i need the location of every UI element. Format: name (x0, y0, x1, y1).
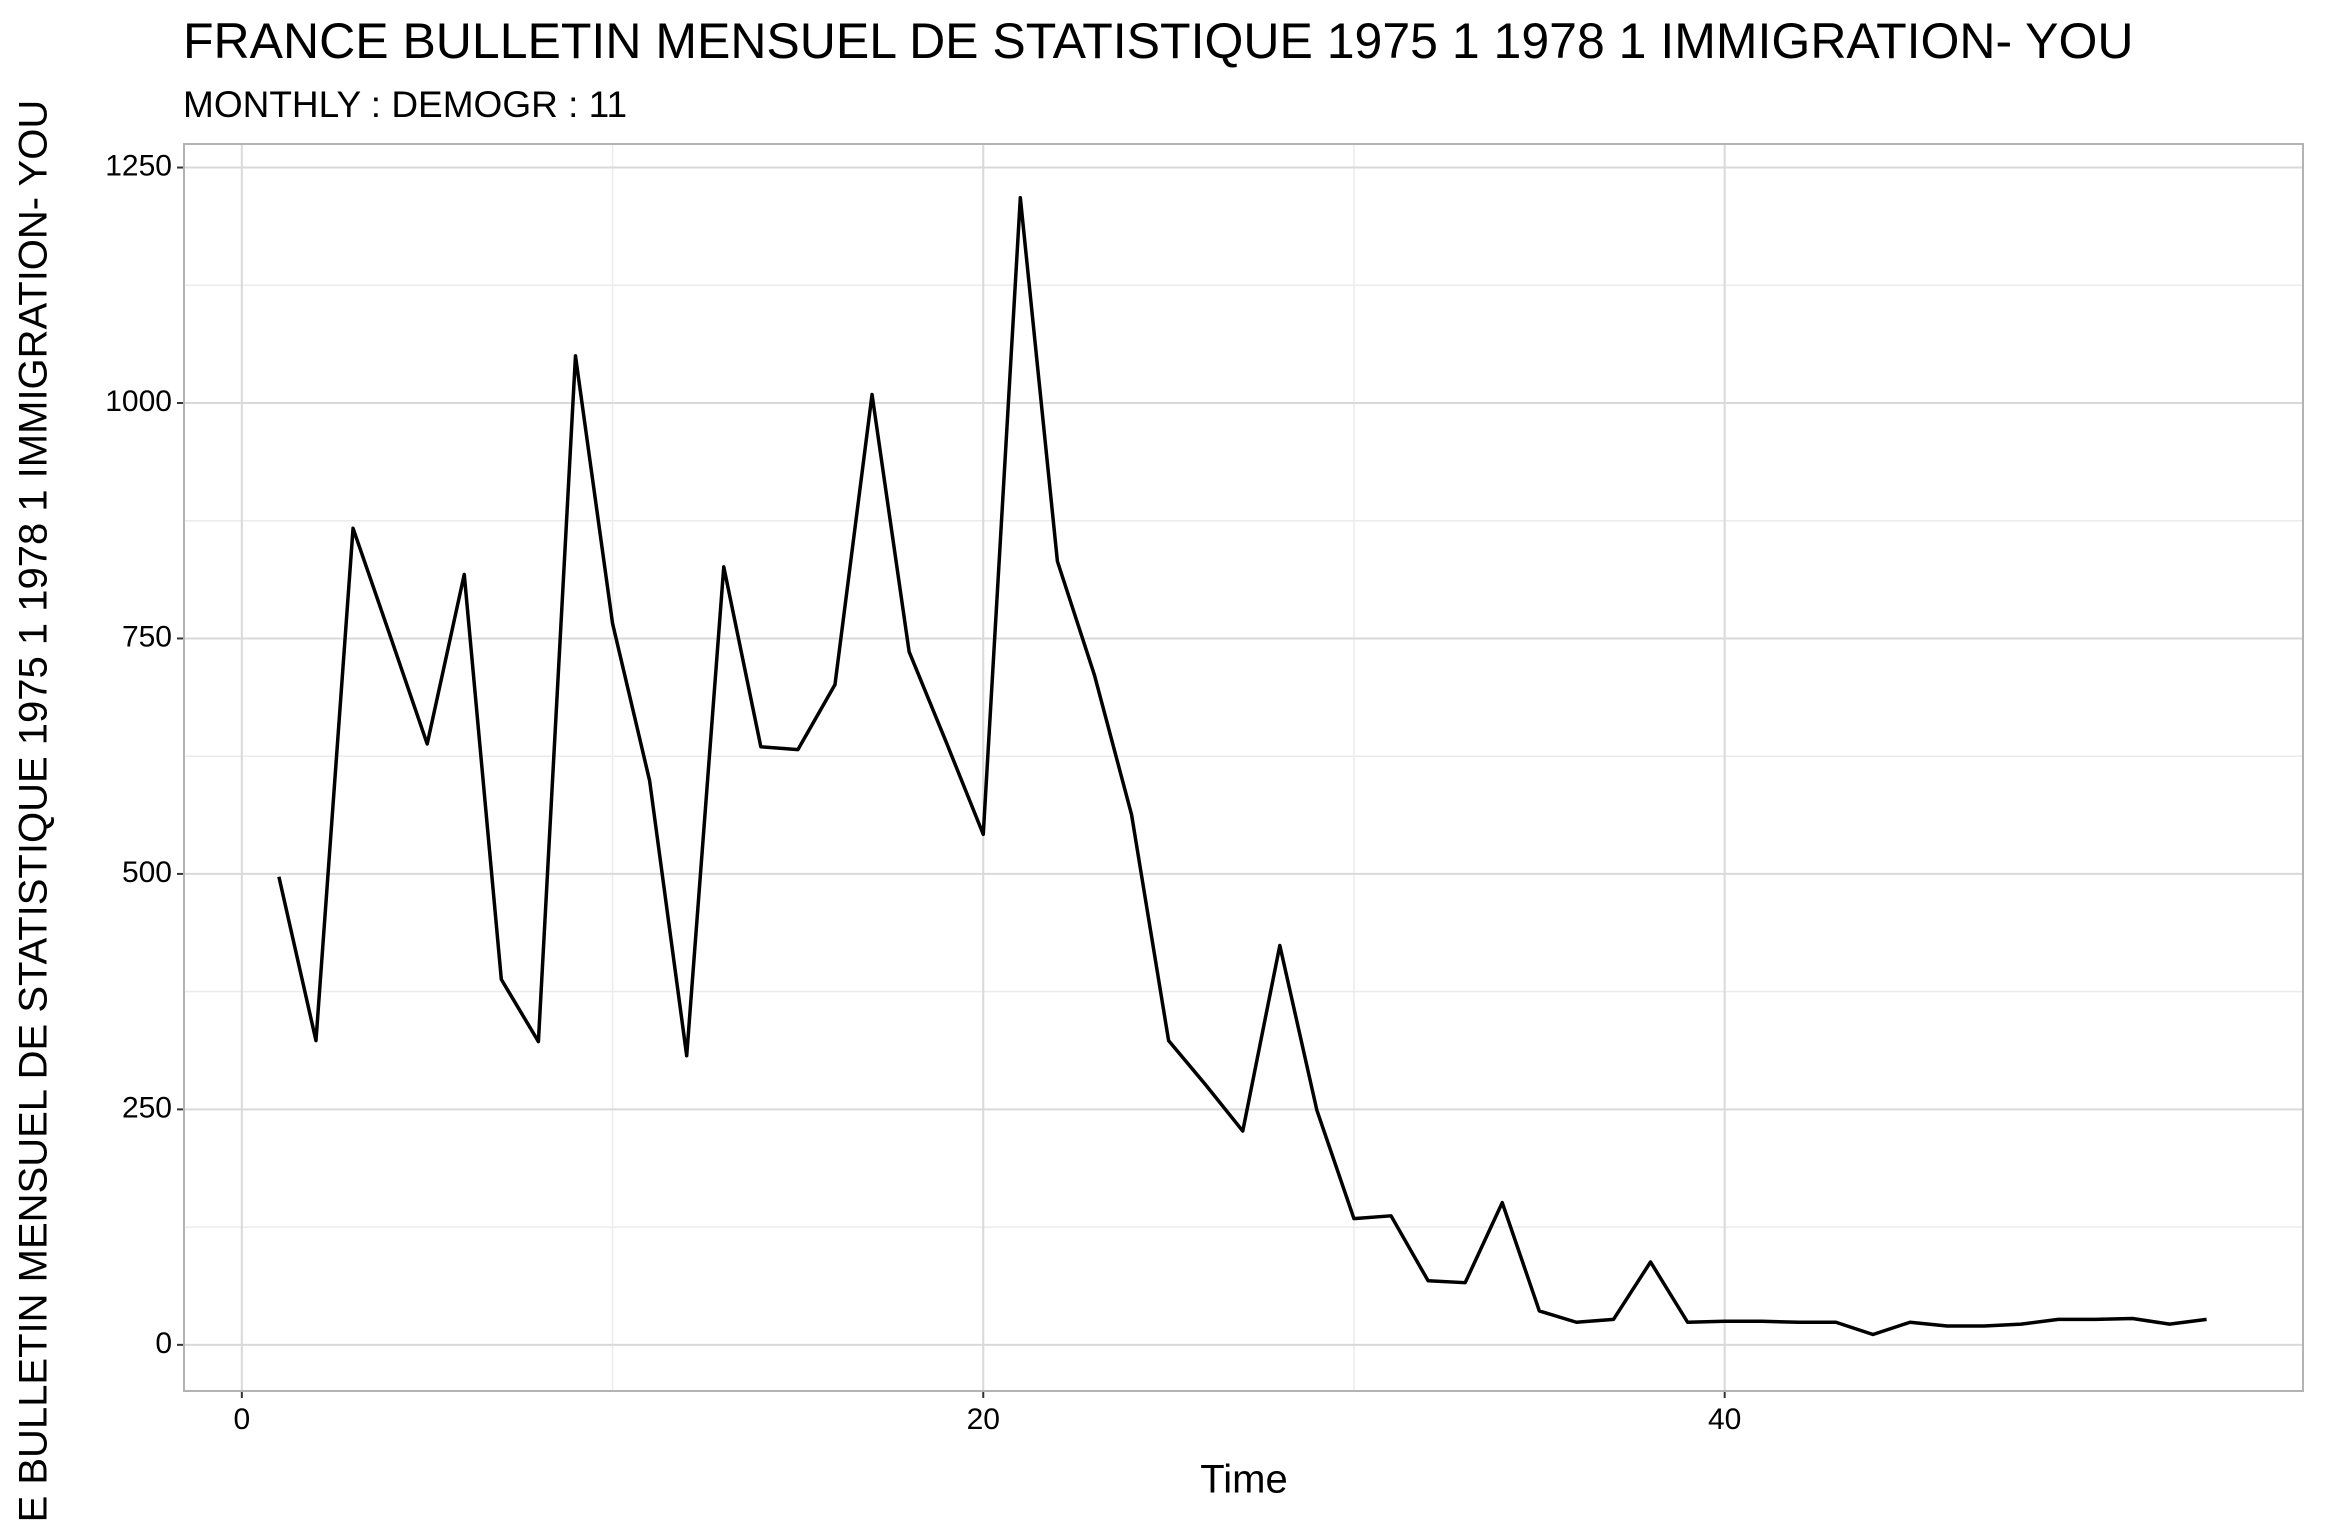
x-tick-label: 20 (967, 1403, 1000, 1436)
y-tick-label: 1250 (105, 149, 172, 182)
chart-title: FRANCE BULLETIN MENSUEL DE STATISTIQUE 1… (183, 13, 2134, 69)
x-tick-label: 40 (1708, 1403, 1741, 1436)
y-tick-label: 250 (122, 1091, 172, 1124)
line (277, 195, 2207, 1337)
panel-border (183, 143, 2304, 1392)
y-axis-title: FRANCE BULLETIN MENSUEL DE STATISTIQUE 1… (12, 100, 56, 1520)
x-tick-label: 0 (233, 1403, 250, 1436)
y-tick-label: 500 (122, 856, 172, 889)
x-axis-title: Time (1200, 1458, 1287, 1502)
y-tick-label: 750 (122, 620, 172, 653)
y-tick-label: 0 (155, 1327, 172, 1360)
chart-subtitle: MONTHLY : DEMOGR : 11 (183, 84, 627, 125)
y-tick-label: 1000 (105, 385, 172, 418)
